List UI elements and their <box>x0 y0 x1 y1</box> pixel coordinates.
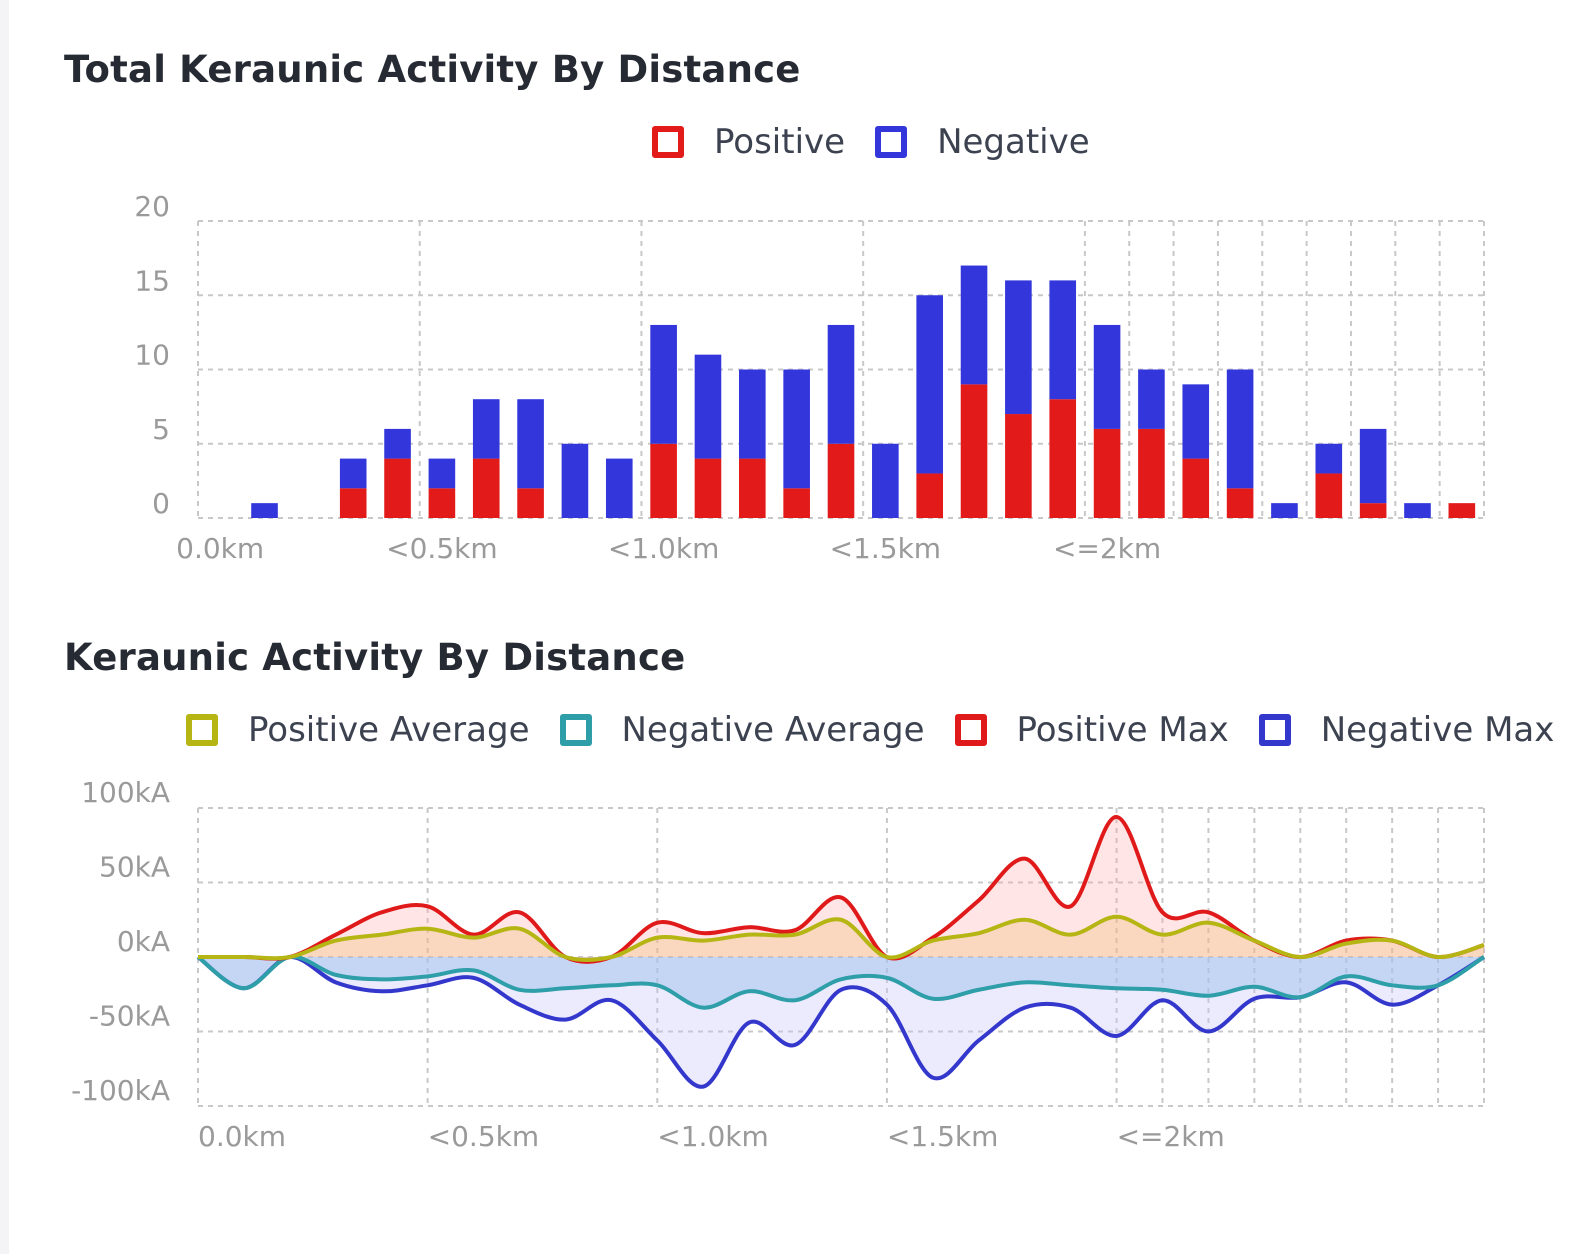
legend-label: Negative Average <box>621 710 925 750</box>
bar-negative <box>339 458 367 489</box>
bar-positive <box>472 458 500 518</box>
bar-positive <box>960 384 988 518</box>
line-positive-average <box>197 914 1485 962</box>
y-tick-label: 0 <box>152 487 170 520</box>
bar-negative <box>783 369 810 489</box>
bar-positive <box>384 458 411 518</box>
bar-positive <box>1093 428 1121 518</box>
bar-negative <box>960 265 988 385</box>
bar-negative <box>916 295 943 474</box>
legend-label: Negative Max <box>1320 710 1555 750</box>
bar-positive <box>650 443 677 518</box>
legend-item-negative-average[interactable]: Negative Average <box>559 710 925 750</box>
legend-item-positive-max[interactable]: Positive Max <box>954 710 1229 750</box>
area-positive-max <box>198 816 1484 962</box>
legend-label: Positive Average <box>248 710 530 750</box>
legend-swatch-positive <box>652 126 684 158</box>
bar-negative <box>251 503 278 518</box>
bar-positive <box>1049 399 1077 518</box>
x-tick-label: 0.0km <box>176 532 264 565</box>
bar-negative <box>1093 324 1121 429</box>
chart1-title: Total Keraunic Activity By Distance <box>64 48 801 91</box>
bar-positive <box>783 488 810 518</box>
legend-label: Negative <box>937 122 1090 162</box>
area-positive-average <box>198 916 1484 961</box>
bar-positive <box>1359 503 1387 518</box>
line-negative-average <box>196 954 1486 1010</box>
bar-negative <box>561 443 589 518</box>
bar-negative <box>1359 428 1387 504</box>
page-edge <box>0 0 9 1254</box>
bar-negative <box>1005 280 1032 415</box>
bar-positive <box>339 488 367 518</box>
y-tick-label: 50kA <box>99 851 170 884</box>
bar-negative <box>1182 384 1210 459</box>
x-tick-label: <1.5km <box>887 1120 998 1153</box>
bar-negative <box>428 458 456 489</box>
bar-negative <box>517 399 544 489</box>
legend-swatch <box>1258 714 1291 746</box>
legend-label: Positive <box>714 122 846 162</box>
y-tick-label: 20 <box>134 190 170 223</box>
y-tick-label: -100kA <box>71 1074 170 1107</box>
bar-positive <box>1448 503 1476 518</box>
bar-negative <box>1315 443 1343 474</box>
bar-negative <box>472 399 500 459</box>
legend-item-positive[interactable]: Positive <box>652 122 845 162</box>
bar-negative <box>1138 369 1165 429</box>
bar-positive <box>1005 414 1032 518</box>
bar-positive <box>517 488 544 518</box>
line-negative-max <box>196 955 1486 1089</box>
y-tick-label: 10 <box>134 339 170 372</box>
bar-positive <box>1138 428 1165 518</box>
x-tick-label: 0.0km <box>198 1120 286 1153</box>
legend-swatch <box>954 714 987 746</box>
bar-negative <box>384 428 411 459</box>
bar-negative <box>694 354 722 459</box>
x-tick-label: <1.0km <box>657 1120 768 1153</box>
legend-swatch <box>559 714 592 746</box>
area-negative-average <box>198 956 1484 1008</box>
bar-negative <box>1049 280 1077 400</box>
bar-positive <box>916 473 943 518</box>
x-tick-label: <1.5km <box>830 532 941 565</box>
y-tick-label: 15 <box>134 264 170 297</box>
x-tick-label: <0.5km <box>428 1120 539 1153</box>
legend-swatch <box>186 714 218 746</box>
bar-positive <box>428 488 456 518</box>
legend-label: Positive Max <box>1016 710 1229 750</box>
legend-item-negative-max[interactable]: Negative Max <box>1258 710 1555 750</box>
bar-positive <box>1182 458 1210 518</box>
y-tick-label: -50kA <box>89 1000 170 1033</box>
chart2-title: Keraunic Activity By Distance <box>64 636 686 679</box>
legend-item-negative[interactable]: Negative <box>875 122 1090 162</box>
x-tick-label: <=2km <box>1117 1120 1225 1153</box>
bar-positive <box>1315 473 1343 518</box>
bar-negative <box>650 324 677 444</box>
y-tick-label: 100kA <box>81 776 170 809</box>
chart1-legend: Positive Negative <box>652 122 1120 162</box>
bar-positive <box>1226 488 1254 518</box>
bar-negative <box>1404 503 1431 518</box>
chart2-legend: Positive Average Negative Average Positi… <box>186 710 1584 750</box>
x-tick-label: <=2km <box>1053 532 1161 565</box>
bar-negative <box>739 369 766 459</box>
legend-swatch-negative <box>875 126 908 158</box>
y-tick-label: 0kA <box>117 925 170 958</box>
bar-positive <box>827 443 855 518</box>
bar-negative <box>827 324 855 444</box>
bar-positive <box>694 458 722 518</box>
x-tick-label: <1.0km <box>608 532 719 565</box>
bar-negative <box>1226 369 1254 489</box>
legend-item-positive-average[interactable]: Positive Average <box>186 710 530 750</box>
x-tick-label: <0.5km <box>386 532 497 565</box>
bar-negative <box>605 458 633 518</box>
bar-negative <box>872 443 899 518</box>
y-tick-label: 5 <box>152 413 170 446</box>
bar-negative <box>1271 503 1298 518</box>
bar-positive <box>739 458 766 518</box>
